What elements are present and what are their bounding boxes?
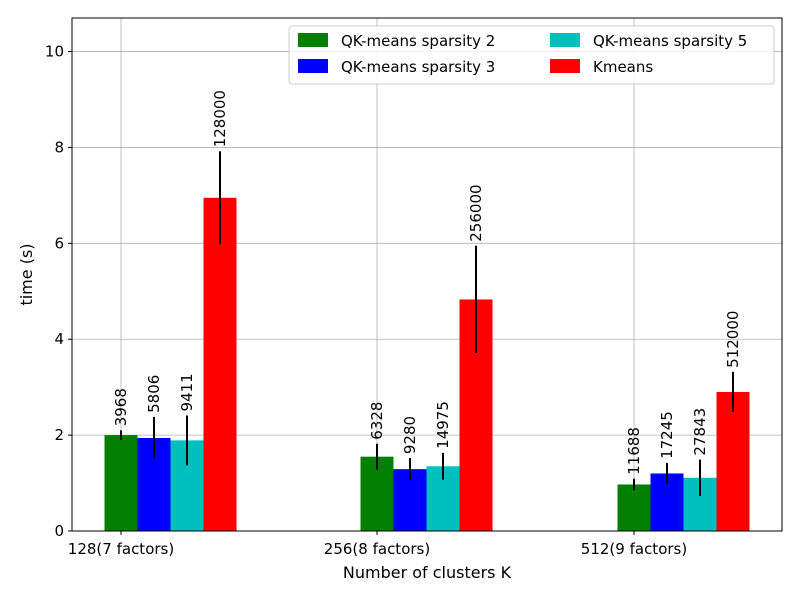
bar-value-label: 3968: [112, 388, 130, 426]
legend: QK-means sparsity 2 QK-means sparsity 3 QK…: [288, 25, 775, 85]
bar: [203, 197, 237, 531]
legend-swatch: [298, 59, 328, 73]
y-tick-label: 0: [54, 522, 64, 540]
bar-value-label: 17245: [658, 411, 676, 459]
legend-swatch: [550, 59, 580, 73]
legend-entry-label: QK-means sparsity 5: [593, 32, 747, 50]
bar-value-label: 11688: [625, 427, 643, 475]
x-tick-label: 512(9 factors): [581, 540, 687, 558]
bars: [104, 197, 750, 531]
legend-entry-label: Kmeans: [593, 58, 653, 76]
y-tick-label: 6: [54, 234, 64, 252]
bar-value-label: 512000: [724, 311, 742, 368]
x-tick-label: 128(7 factors): [68, 540, 174, 558]
legend-entry-label: QK-means sparsity 2: [341, 32, 495, 50]
bar-value-label: 256000: [467, 184, 485, 241]
y-tick-label: 10: [45, 43, 64, 61]
bar-labels: 3968 6328 11688 5806 9280 17245 9411 14975 27843…: [112, 90, 742, 475]
bar: [104, 435, 138, 531]
legend-swatch: [550, 33, 580, 47]
legend-box: [288, 25, 775, 85]
x-axis-ticks: 128(7 factors) 256(8 factors) 512(9 factor…: [68, 531, 687, 558]
y-axis-ticks: 0 2 4 6 8 10: [45, 43, 72, 540]
bar-value-label: 9280: [401, 416, 419, 454]
legend-swatch: [298, 33, 328, 47]
bar-value-label: 9411: [178, 373, 196, 411]
x-tick-label: 256(8 factors): [324, 540, 430, 558]
bar-value-label: 128000: [211, 90, 229, 147]
bar-value-label: 27843: [691, 408, 709, 456]
bar: [617, 484, 651, 531]
bar: [716, 391, 750, 531]
bar-value-label: 14975: [434, 401, 452, 449]
y-axis-label: time (s): [17, 243, 36, 305]
y-tick-label: 2: [54, 426, 64, 444]
bar-value-label: 5806: [145, 375, 163, 413]
plot-frame: [71, 17, 783, 532]
legend-entry-label: QK-means sparsity 3: [341, 58, 495, 76]
bar-value-label: 6328: [368, 402, 386, 440]
x-axis-label: Number of clusters K: [343, 563, 512, 582]
error-bars: [120, 151, 734, 497]
y-tick-label: 8: [54, 138, 64, 156]
y-tick-label: 4: [54, 330, 64, 348]
